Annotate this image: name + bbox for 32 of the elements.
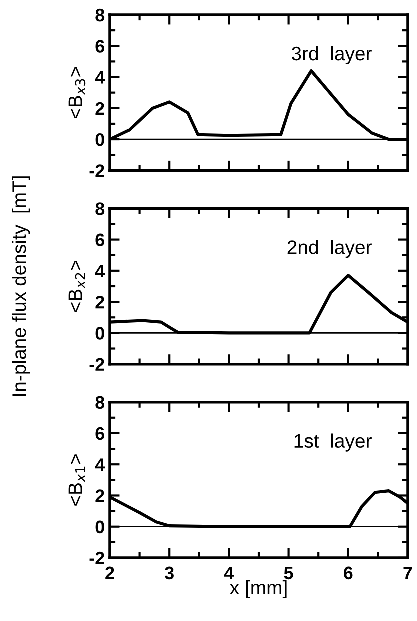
y-tick-label: 6 <box>96 427 104 440</box>
y-tick-label: 0 <box>96 327 104 340</box>
y-tick-label: 8 <box>96 202 105 216</box>
y-tick-label: 0 <box>96 133 104 146</box>
y-axis-title: <B$_{x1}$> <box>68 454 86 506</box>
y-tick-label: -2 <box>90 164 104 178</box>
y-tick-label: 8 <box>96 396 105 410</box>
y-tick-label: 6 <box>96 234 104 247</box>
x-tick-label: 6 <box>344 566 353 580</box>
x-axis-title: x [mm] <box>230 580 287 599</box>
text: In-plane flux density [mT] <box>12 176 30 396</box>
y-axis-title: <B$_{x2}$> <box>68 260 86 312</box>
y-tick-label: -2 <box>90 358 104 371</box>
x-tick-label: 5 <box>284 566 294 580</box>
y-tick-label: 6 <box>96 40 104 53</box>
y-tick-label: 2 <box>96 102 104 115</box>
x-tick-label: 2 <box>106 566 114 580</box>
y-tick-label: 2 <box>96 490 104 502</box>
y-tick-label: -2 <box>90 552 104 565</box>
y-tick-label: 4 <box>95 265 106 278</box>
x-tick-label: 7 <box>404 566 412 580</box>
y-tick-label: 8 <box>96 8 105 22</box>
x-tick-label: 3 <box>164 566 174 580</box>
annotation: 1st layer <box>294 434 372 452</box>
y-tick-label: 0 <box>96 520 104 534</box>
y-tick-label: 2 <box>96 296 104 309</box>
annotation: 3rd layer <box>292 46 372 65</box>
y-tick-label: 4 <box>95 71 106 84</box>
y-tick-label: 4 <box>95 458 106 472</box>
x-tick-label: 4 <box>224 566 234 580</box>
annotation: 2nd layer <box>288 240 372 258</box>
y-axis-title: <B$_{x3}$> <box>68 67 86 119</box>
